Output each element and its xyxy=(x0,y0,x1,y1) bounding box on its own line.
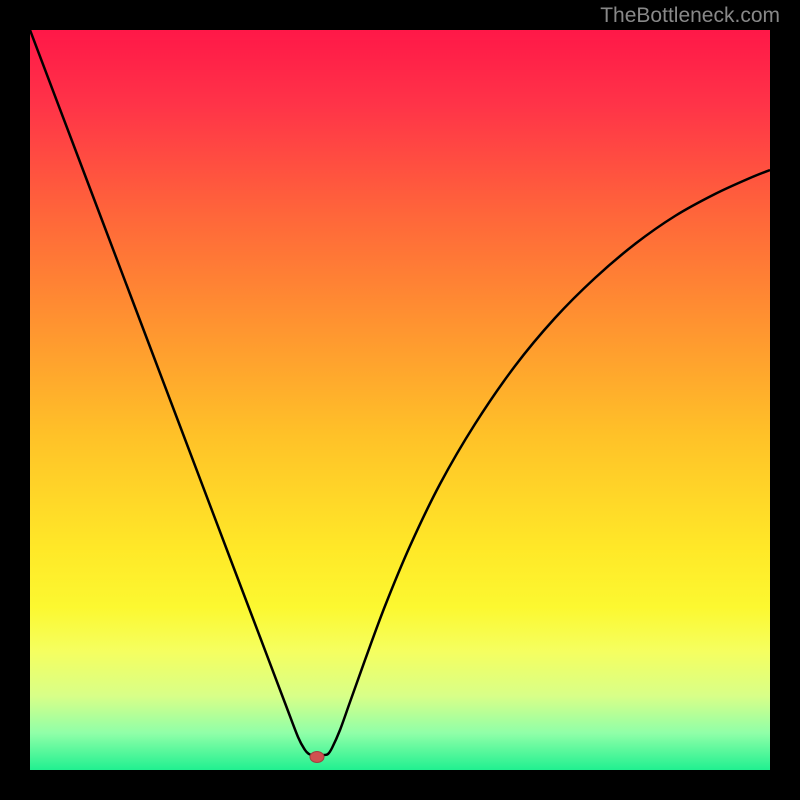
chart-plot-area xyxy=(30,30,770,770)
bottleneck-curve xyxy=(30,30,770,770)
watermark-text: TheBottleneck.com xyxy=(600,4,780,28)
optimum-marker xyxy=(310,751,325,763)
